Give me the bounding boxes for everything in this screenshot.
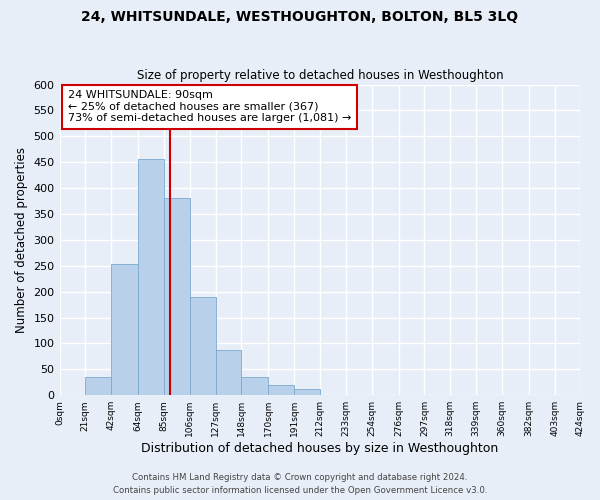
Bar — [215, 350, 241, 395]
Bar — [294, 389, 320, 395]
Text: Contains HM Land Registry data © Crown copyright and database right 2024.
Contai: Contains HM Land Registry data © Crown c… — [113, 474, 487, 495]
Bar — [241, 377, 268, 395]
Bar — [111, 264, 138, 395]
Bar — [190, 297, 215, 395]
Y-axis label: Number of detached properties: Number of detached properties — [15, 147, 28, 333]
Bar — [268, 385, 294, 395]
Bar — [138, 158, 164, 395]
Title: Size of property relative to detached houses in Westhoughton: Size of property relative to detached ho… — [137, 69, 503, 82]
X-axis label: Distribution of detached houses by size in Westhoughton: Distribution of detached houses by size … — [142, 442, 499, 455]
Text: 24, WHITSUNDALE, WESTHOUGHTON, BOLTON, BL5 3LQ: 24, WHITSUNDALE, WESTHOUGHTON, BOLTON, B… — [82, 10, 518, 24]
Text: 24 WHITSUNDALE: 90sqm
← 25% of detached houses are smaller (367)
73% of semi-det: 24 WHITSUNDALE: 90sqm ← 25% of detached … — [68, 90, 351, 124]
Bar — [85, 377, 111, 395]
Bar — [164, 198, 190, 395]
